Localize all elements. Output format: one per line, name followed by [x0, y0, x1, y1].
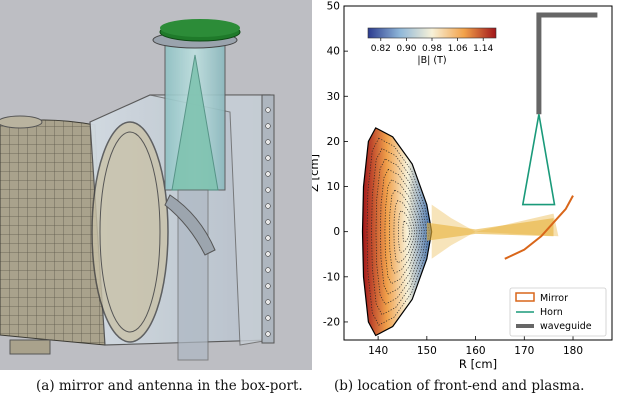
flux-contour: [384, 179, 420, 285]
y-axis-label: Z [cm]: [312, 154, 321, 192]
microwave-beam: [426, 204, 559, 259]
flux-contour: [402, 220, 411, 243]
legend-label-waveguide: waveguide: [540, 321, 592, 332]
y-tick-label: -20: [323, 316, 340, 328]
x-ticks: 140 150 160 170 180: [368, 336, 583, 357]
x-tick-label: 150: [417, 345, 437, 357]
beam-at-mirror: [475, 213, 559, 237]
colorbar-tick-label: 0.82: [371, 44, 391, 54]
flux-contour: [366, 137, 430, 326]
beam-core: [426, 218, 554, 241]
y-tick-label: 30: [327, 91, 340, 103]
legend: Mirror Horn waveguide: [509, 287, 607, 337]
legend-label-horn: Horn: [540, 307, 563, 318]
caption-a: (a) mirror and antenna in the box-port.: [36, 378, 303, 394]
plasma-cross-section: [361, 127, 433, 337]
colorbar-label: |B| (T): [417, 55, 446, 66]
caption-b: (b) location of front-end and plasma.: [334, 378, 585, 394]
x-tick-label: 170: [514, 345, 534, 357]
colorbar: 0.82 0.90 0.98 1.06 1.14 |B| (T): [367, 27, 497, 66]
vacuum-vessel-mesh: [0, 115, 106, 355]
y-tick-label: -10: [323, 271, 340, 283]
colorbar-tick-label: 1.06: [448, 44, 468, 54]
rz-plot: 140 150 160 170 180 -20 -10 0 10 20 30 40 50 R [cm]…: [312, 1, 613, 370]
waveguide-line: [536, 12, 598, 115]
flux-contour: [393, 200, 416, 264]
y-tick-label: 40: [327, 46, 340, 58]
flux-contour: [371, 148, 428, 316]
x-axis-label: R [cm]: [459, 357, 497, 370]
mirror-curve: [504, 195, 574, 260]
plasma-boundary: [361, 127, 433, 337]
colorbar-tick-label: 0.90: [396, 44, 416, 54]
mirror-assembly: [164, 194, 216, 256]
x-tick-label: 140: [368, 345, 388, 357]
flux-contour: [380, 168, 423, 295]
panel-cad-render: (a) mirror and antenna in the box-port.: [0, 0, 312, 394]
colorbar-gradient: [367, 27, 497, 39]
panel-rz-plot: 140 150 160 170 180 -20 -10 0 10 20 30 40 50 R [cm]…: [312, 0, 617, 401]
colorbar-tick-label: 1.14: [473, 44, 493, 54]
y-tick-label: 10: [327, 181, 340, 193]
legend-swatch-mirror: [515, 292, 535, 302]
y-tick-label: 20: [327, 136, 340, 148]
cad-render-image: [0, 0, 312, 370]
antenna-tube: [152, 19, 241, 361]
y-tick-label: 50: [327, 1, 340, 13]
y-tick-label: 0: [333, 226, 340, 238]
legend-label-mirror: Mirror: [540, 293, 568, 304]
y-ticks: -20 -10 0 10 20 30 40 50: [323, 1, 348, 328]
horn-outline: [521, 114, 556, 206]
x-tick-label: 180: [563, 345, 583, 357]
x-tick-label: 160: [466, 345, 486, 357]
colorbar-tick-label: 0.98: [422, 44, 442, 54]
flux-contour: [398, 210, 413, 253]
